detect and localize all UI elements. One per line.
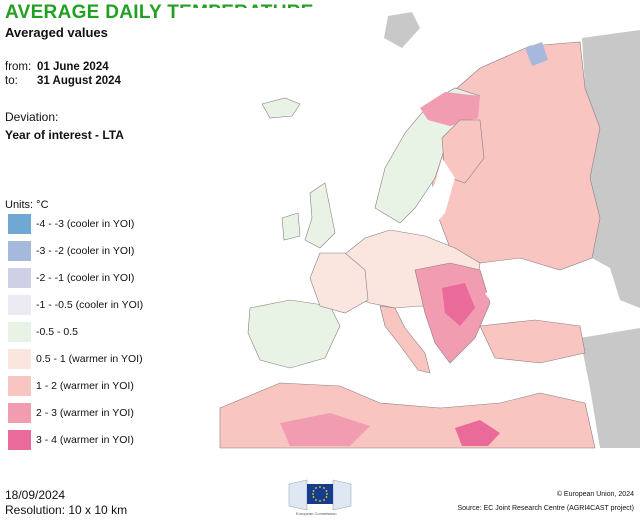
legend-item: 2 - 3 (warmer in YOI)	[8, 403, 168, 423]
iceland	[261, 97, 301, 119]
legend-item: 3 - 4 (warmer in YOI)	[8, 430, 168, 450]
outside-region-mideast	[580, 328, 640, 448]
ireland	[281, 212, 301, 241]
outside-region-east	[582, 30, 640, 308]
legend-item: 0.5 - 1 (warmer in YOI)	[8, 349, 168, 369]
deviation-label: Deviation:	[5, 110, 59, 124]
logo-caption: European Commission	[296, 511, 337, 516]
legend-swatch	[8, 268, 31, 288]
legend-label: 3 - 4 (warmer in YOI)	[36, 434, 134, 446]
italy	[379, 305, 431, 374]
north-africa-hotspot	[280, 413, 370, 446]
legend-units: Units: °C	[5, 199, 49, 211]
legend-label: -2 - -1 (cooler in YOI)	[36, 272, 135, 284]
from-label: from:	[5, 61, 32, 73]
data-source: Source: EC Joint Research Centre (AGRI4C…	[457, 505, 635, 512]
from-value: 01 June 2024	[37, 61, 109, 73]
outside-region-greenland	[384, 12, 420, 48]
legend-swatch	[8, 349, 31, 369]
libya-egypt-hotspot	[455, 420, 500, 446]
legend-swatch	[8, 295, 31, 315]
legend-label: 2 - 3 (warmer in YOI)	[36, 407, 134, 419]
legend-swatch	[8, 214, 31, 234]
resolution: Resolution: 10 x 10 km	[5, 503, 128, 517]
balkans-core	[442, 283, 475, 326]
legend-label: -1 - -0.5 (cooler in YOI)	[36, 299, 144, 311]
mediterranean-sea	[330, 353, 540, 400]
to-label: to:	[5, 75, 18, 87]
legend-swatch	[8, 322, 31, 342]
legend-label: -4 - -3 (cooler in YOI)	[36, 218, 135, 230]
kola-cooler-patch	[525, 42, 548, 66]
legend-label: -3 - -2 (cooler in YOI)	[36, 245, 135, 257]
legend-item: -4 - -3 (cooler in YOI)	[8, 214, 168, 234]
great-britain	[304, 182, 336, 249]
legend-label: 0.5 - 1 (warmer in YOI)	[36, 353, 143, 365]
issue-date: 18/09/2024	[5, 488, 66, 502]
period-info: from: 01 June 2024 to: 31 August 2024	[5, 60, 121, 88]
europe-temperature-map	[180, 8, 640, 465]
legend-label: 1 - 2 (warmer in YOI)	[36, 380, 134, 392]
legend-swatch	[8, 376, 31, 396]
to-value: 31 August 2024	[37, 75, 121, 87]
legend-item: -0.5 - 0.5	[8, 322, 168, 342]
france	[309, 252, 369, 314]
copyright: © European Union, 2024	[556, 491, 634, 498]
iberia	[247, 299, 341, 369]
black-sea	[485, 283, 550, 316]
northern-fennoscandia	[420, 92, 480, 126]
legend-item: -3 - -2 (cooler in YOI)	[8, 241, 168, 261]
legend-item: -1 - -0.5 (cooler in YOI)	[8, 295, 168, 315]
legend: -4 - -3 (cooler in YOI) -3 - -2 (cooler …	[8, 214, 168, 457]
anatolia	[479, 319, 586, 364]
legend-item: 1 - 2 (warmer in YOI)	[8, 376, 168, 396]
baltic-sea	[415, 158, 455, 233]
european-commission-logo	[285, 476, 355, 518]
legend-swatch	[8, 403, 31, 423]
map-subtitle: Averaged values	[5, 25, 108, 40]
deviation-value: Year of interest - LTA	[5, 128, 124, 142]
legend-item: -2 - -1 (cooler in YOI)	[8, 268, 168, 288]
legend-swatch	[8, 430, 31, 450]
legend-label: -0.5 - 0.5	[36, 326, 79, 338]
legend-swatch	[8, 241, 31, 261]
